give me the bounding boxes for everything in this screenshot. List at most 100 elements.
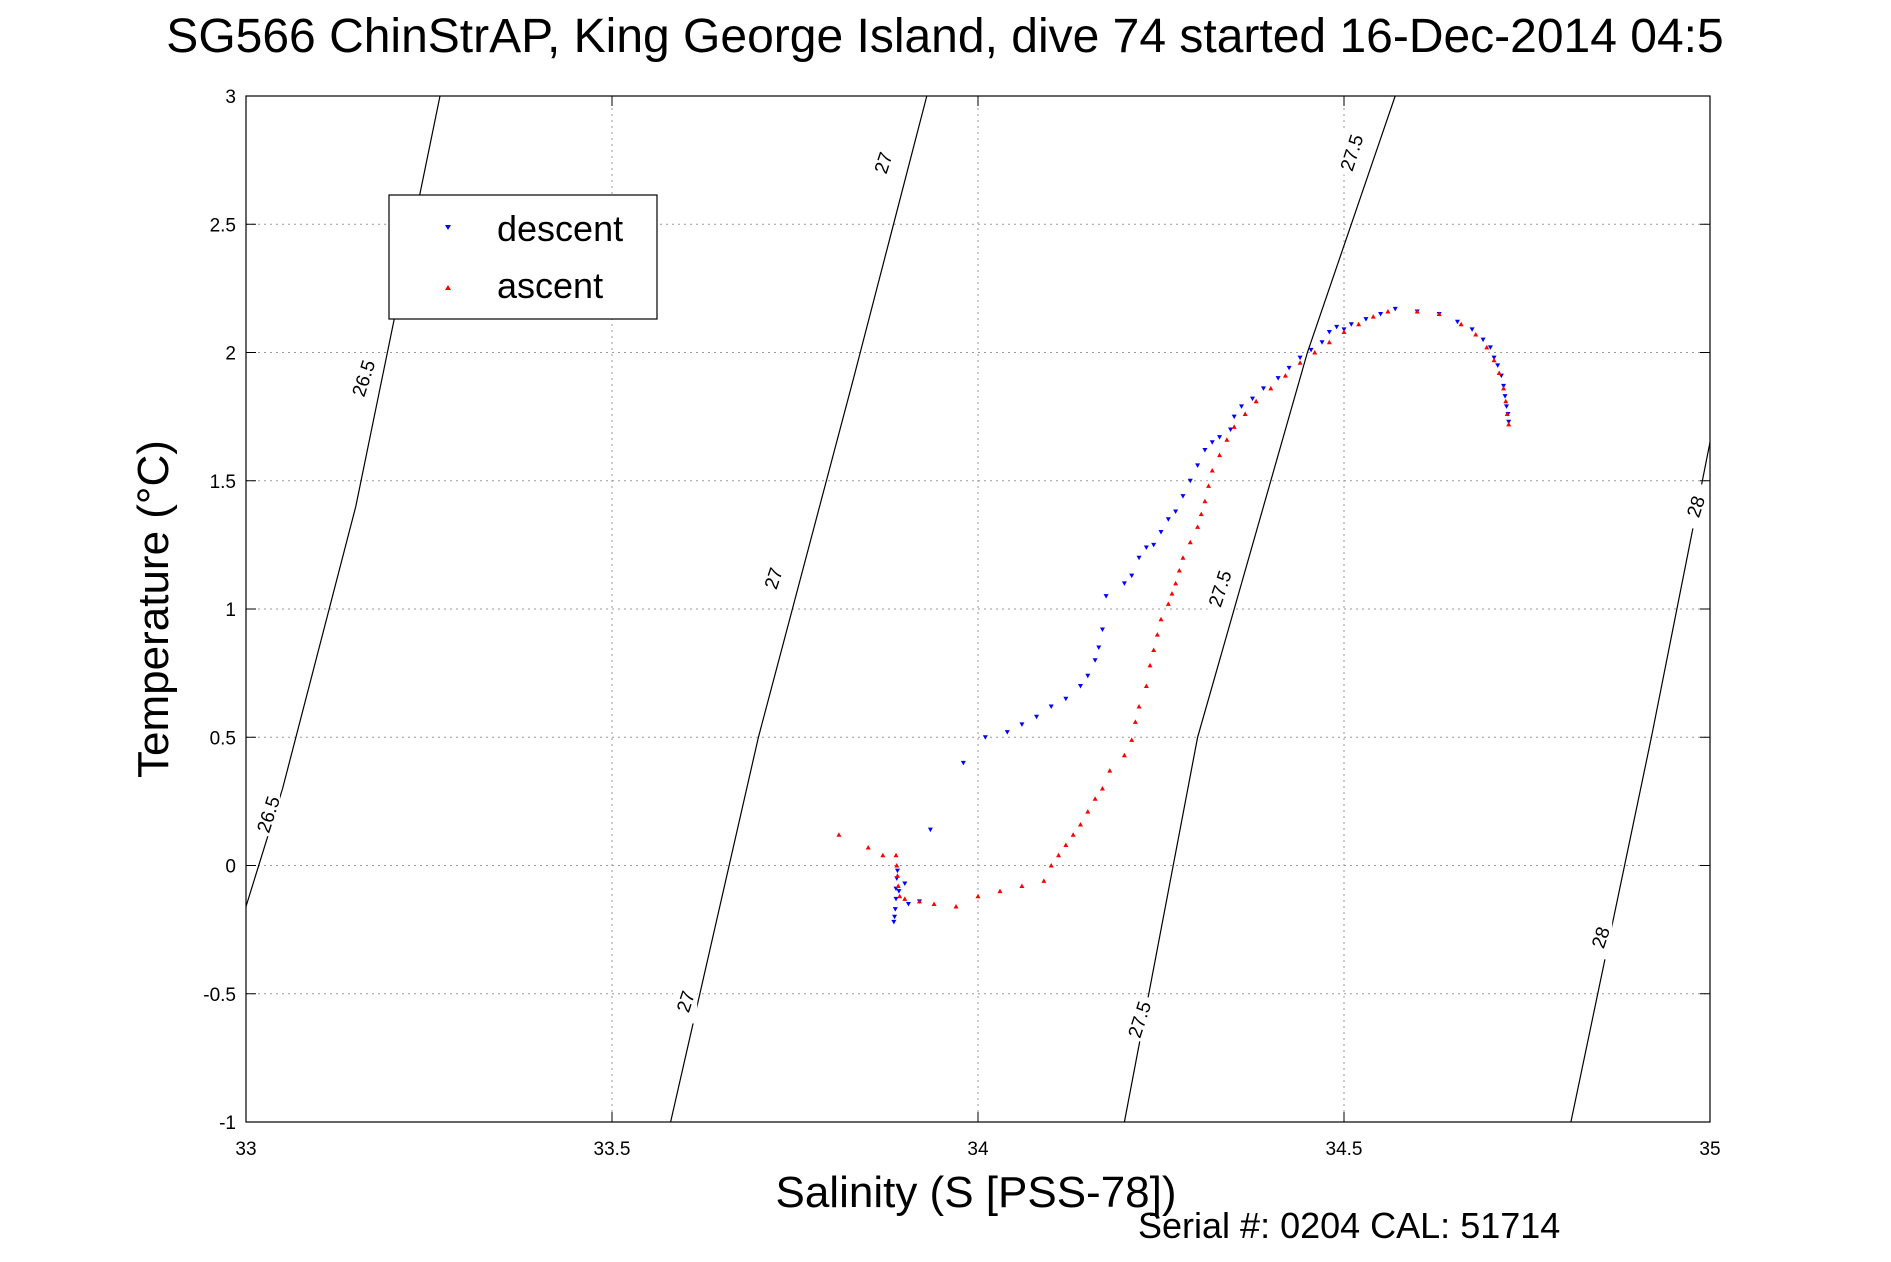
y-tick-label: -1	[219, 1113, 236, 1134]
descent-point	[1454, 319, 1460, 325]
descent-point	[1096, 645, 1102, 650]
ascent-point	[1173, 580, 1179, 586]
y-tick-label: 0.5	[210, 728, 236, 749]
descent-point	[1136, 555, 1142, 561]
descent-point	[1469, 327, 1475, 332]
ascent-point	[1341, 329, 1347, 334]
ascent-point	[1268, 385, 1274, 391]
ascent-point	[1501, 385, 1507, 391]
descent-point	[1209, 440, 1215, 445]
legend-box	[388, 194, 658, 320]
y-tick-label: 2.5	[210, 215, 236, 236]
ascent-point	[836, 832, 842, 837]
ascent-point	[1143, 683, 1149, 688]
x-tick-label: 34	[967, 1139, 989, 1160]
descent-point	[1239, 404, 1245, 409]
y-tick-label: 1	[225, 600, 236, 621]
ascent-point	[1187, 539, 1193, 545]
ascent-point	[1056, 852, 1062, 858]
descent-point	[896, 889, 902, 894]
descent-point	[927, 827, 933, 833]
descent-point	[1217, 435, 1223, 440]
x-tick-label: 34.5	[1326, 1139, 1363, 1160]
descent-point	[1334, 324, 1340, 330]
y-tick-label: 1.5	[210, 472, 236, 493]
descent-point	[1063, 696, 1069, 702]
ascent-point	[902, 896, 908, 901]
descent-point	[1495, 363, 1501, 368]
ascent-point	[1503, 398, 1509, 404]
descent-point	[1260, 386, 1266, 391]
ascent-point	[1129, 737, 1135, 742]
ascent-point	[1231, 424, 1237, 429]
descent-point	[1151, 542, 1157, 548]
x-axis-label: Salinity (S [PSS-78])	[775, 1168, 1176, 1217]
ascent-point	[1458, 321, 1464, 327]
y-tick-label: -0.5	[203, 985, 236, 1006]
descent-point	[1129, 573, 1135, 579]
ascent-point	[1198, 511, 1204, 517]
ascent-point	[897, 893, 903, 899]
ascent-point	[1147, 662, 1153, 668]
ascent-point	[1121, 752, 1127, 758]
ascent-point	[1195, 524, 1201, 529]
x-tick-label: 33	[235, 1139, 256, 1160]
ascent-point	[1473, 332, 1479, 337]
ascent-point	[1356, 321, 1362, 327]
descent-point	[1378, 312, 1384, 317]
descent-point	[1319, 340, 1325, 345]
ascent-point	[1253, 398, 1259, 404]
descent-point	[1231, 414, 1237, 420]
density-contour-line	[1123, 95, 1396, 1123]
ascent-point	[1282, 373, 1288, 378]
legend-marker-ascent	[445, 285, 451, 290]
ascent-point	[1504, 411, 1510, 417]
ascent-point	[1209, 467, 1215, 473]
axis-ticks: 33 33.5 34 34.5 35 -1 -0.5 0 0.5 1 1.5 2 2.5 3	[203, 87, 1720, 1160]
descent-point	[1187, 478, 1193, 484]
descent-point	[1326, 329, 1332, 335]
x-tick-label: 35	[1699, 1139, 1720, 1160]
descent-point	[1077, 683, 1083, 689]
descent-point	[1173, 509, 1179, 515]
descent-point	[1504, 404, 1510, 409]
y-axis-label: Temperature (°C)	[129, 440, 178, 778]
serial-cal-label: Serial #: 0204 CAL: 51714	[1138, 1205, 1560, 1246]
ascent-point	[1180, 555, 1186, 560]
contour-label-bg	[870, 140, 895, 185]
descent-point	[1502, 394, 1508, 399]
ascent-point	[1158, 616, 1164, 622]
ascent-point	[1414, 308, 1420, 314]
descent-point	[1286, 365, 1292, 371]
descent-point	[1004, 730, 1010, 735]
contour-label-bg	[761, 556, 786, 601]
ascent-point	[997, 888, 1003, 894]
contour-label-bg	[1588, 915, 1613, 960]
ascent-point	[1496, 370, 1502, 376]
ascent-point	[1041, 878, 1047, 883]
ascent-point	[975, 893, 981, 899]
legend-label-ascent: ascent	[497, 265, 603, 306]
descent-point	[1250, 396, 1255, 402]
ascent-point	[1176, 568, 1182, 573]
descent-point	[1180, 494, 1186, 499]
ascent-point	[1019, 883, 1025, 889]
contour-label-bg	[1339, 130, 1364, 175]
descent-point	[1195, 463, 1201, 468]
descent-point	[1228, 427, 1234, 432]
ascent-point	[894, 873, 900, 878]
ascent-point	[1385, 308, 1391, 314]
ascent-point	[1370, 314, 1376, 319]
ascent-point	[1206, 483, 1212, 488]
ascent-point	[1326, 339, 1332, 345]
descent-point	[1019, 722, 1025, 727]
ascent-point	[1297, 360, 1303, 365]
ascent-point	[1085, 809, 1091, 814]
descent-point	[1103, 594, 1109, 599]
descent-point	[1308, 347, 1314, 353]
ascent-point	[880, 852, 886, 858]
ascent-point	[894, 863, 900, 868]
descent-point	[1487, 345, 1493, 350]
